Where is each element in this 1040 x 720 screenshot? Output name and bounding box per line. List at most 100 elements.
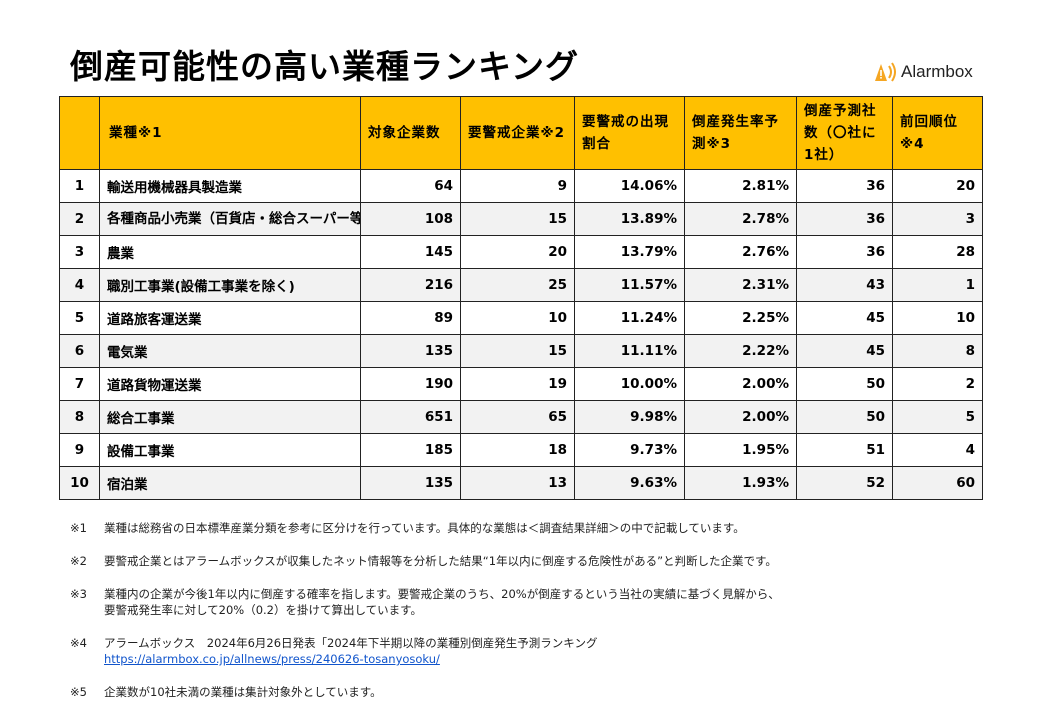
header-industry: 業種※1	[99, 96, 361, 170]
ratio-cell: 9.73%	[574, 433, 685, 467]
footnote: ※5 企業数が10社未満の業種は集計対象外としています。	[70, 684, 1000, 700]
watch-cell: 18	[460, 433, 575, 467]
industry-cell: 輸送用機械器具製造業	[99, 169, 361, 203]
footnote: ※1 業種は総務省の日本標準産業分類を参考に区分けを行っています。具体的な業態は＜…	[70, 520, 1000, 536]
watch-cell: 9	[460, 169, 575, 203]
one-in-cell: 45	[796, 301, 893, 335]
industry-cell: 道路貨物運送業	[99, 367, 361, 401]
alarmbox-logo-icon	[875, 62, 896, 82]
one-in-cell: 45	[796, 334, 893, 368]
companies-cell: 145	[360, 235, 461, 269]
rate-cell: 2.81%	[684, 169, 797, 203]
ratio-cell: 13.79%	[574, 235, 685, 269]
rate-cell: 2.25%	[684, 301, 797, 335]
header-row: 業種※1 対象企業数 要警戒企業※2 要警戒の出現割合 倒産発生率予測※3 倒産…	[59, 96, 983, 170]
one-in-cell: 36	[796, 235, 893, 269]
footnote-text: 業種内の企業が今後1年以内に倒産する確率を指します。要警戒企業のうち、20%が倒…	[104, 587, 780, 601]
rank-cell: 10	[59, 466, 100, 500]
ratio-cell: 11.11%	[574, 334, 685, 368]
rank-cell: 3	[59, 235, 100, 269]
header-watch-companies: 要警戒企業※2	[460, 96, 575, 170]
companies-cell: 108	[360, 202, 461, 236]
footnote-mark: ※3	[70, 587, 87, 601]
table-row: 10 宿泊業 135 13 9.63% 1.93% 52 60	[59, 466, 983, 500]
ratio-cell: 11.24%	[574, 301, 685, 335]
rate-cell: 2.78%	[684, 202, 797, 236]
prev-rank-cell: 20	[892, 169, 983, 203]
industry-cell: 設備工事業	[99, 433, 361, 467]
watch-cell: 25	[460, 268, 575, 302]
footnote-mark: ※1	[70, 521, 87, 535]
footnote-text: 業種は総務省の日本標準産業分類を参考に区分けを行っています。具体的な業態は＜調査…	[104, 521, 745, 535]
table-row: 8 総合工事業 651 65 9.98% 2.00% 50 5	[59, 400, 983, 434]
rate-cell: 2.22%	[684, 334, 797, 368]
table-row: 5 道路旅客運送業 89 10 11.24% 2.25% 45 10	[59, 301, 983, 335]
footnote-body: 要警戒企業とはアラームボックスが収集したネット情報等を分析した結果“1年以内に倒…	[104, 553, 777, 569]
footnote-mark: ※5	[70, 685, 87, 699]
industry-cell: 宿泊業	[99, 466, 361, 500]
logo-text: Alarmbox	[901, 62, 973, 81]
footnote: ※4 アラームボックス 2024年6月26日発表「2024年下半期以降の業種別倒産…	[70, 635, 1000, 667]
rate-cell: 1.95%	[684, 433, 797, 467]
rate-cell: 2.76%	[684, 235, 797, 269]
press-release-link[interactable]: https://alarmbox.co.jp/allnews/press/240…	[104, 652, 440, 666]
table-row: 9 設備工事業 185 18 9.73% 1.95% 51 4	[59, 433, 983, 467]
footnote-mark: ※2	[70, 554, 87, 568]
ratio-cell: 14.06%	[574, 169, 685, 203]
watch-cell: 10	[460, 301, 575, 335]
rate-cell: 1.93%	[684, 466, 797, 500]
ratio-cell: 13.89%	[574, 202, 685, 236]
footnote-body: 企業数が10社未満の業種は集計対象外としています。	[104, 684, 382, 700]
table-row: 4 職別工事業(設備工事業を除く) 216 25 11.57% 2.31% 43 1	[59, 268, 983, 302]
footnote-text: アラームボックス 2024年6月26日発表「2024年下半期以降の業種別倒産発生…	[104, 636, 598, 650]
prev-rank-cell: 2	[892, 367, 983, 401]
prev-rank-cell: 4	[892, 433, 983, 467]
table-row: 1 輸送用機械器具製造業 64 9 14.06% 2.81% 36 20	[59, 169, 983, 203]
table-row: 7 道路貨物運送業 190 19 10.00% 2.00% 50 2	[59, 367, 983, 401]
one-in-cell: 36	[796, 169, 893, 203]
watch-cell: 20	[460, 235, 575, 269]
rank-cell: 6	[59, 334, 100, 368]
rank-cell: 8	[59, 400, 100, 434]
rank-cell: 9	[59, 433, 100, 467]
footnote: ※2 要警戒企業とはアラームボックスが収集したネット情報等を分析した結果“1年以内…	[70, 553, 1000, 569]
prev-rank-cell: 1	[892, 268, 983, 302]
rank-cell: 1	[59, 169, 100, 203]
one-in-cell: 43	[796, 268, 893, 302]
ratio-cell: 9.98%	[574, 400, 685, 434]
header-bankruptcy-rate: 倒産発生率予測※3	[684, 96, 797, 170]
rate-cell: 2.00%	[684, 367, 797, 401]
companies-cell: 135	[360, 466, 461, 500]
footnotes: ※1 業種は総務省の日本標準産業分類を参考に区分けを行っています。具体的な業態は＜…	[70, 520, 1000, 717]
ranking-table: 業種※1 対象企業数 要警戒企業※2 要警戒の出現割合 倒産発生率予測※3 倒産…	[59, 96, 983, 500]
one-in-cell: 50	[796, 367, 893, 401]
industry-cell: 職別工事業(設備工事業を除く)	[99, 268, 361, 302]
companies-cell: 185	[360, 433, 461, 467]
footnote-body: 業種は総務省の日本標準産業分類を参考に区分けを行っています。具体的な業態は＜調査…	[104, 520, 745, 536]
prev-rank-cell: 5	[892, 400, 983, 434]
ratio-cell: 11.57%	[574, 268, 685, 302]
companies-cell: 190	[360, 367, 461, 401]
companies-cell: 64	[360, 169, 461, 203]
companies-cell: 651	[360, 400, 461, 434]
industry-cell: 農業	[99, 235, 361, 269]
header-companies: 対象企業数	[360, 96, 461, 170]
footnote-body: 業種内の企業が今後1年以内に倒産する確率を指します。要警戒企業のうち、20%が倒…	[104, 586, 780, 618]
one-in-cell: 50	[796, 400, 893, 434]
page-title: 倒産可能性の高い業種ランキング	[70, 47, 580, 86]
companies-cell: 135	[360, 334, 461, 368]
industry-cell: 電気業	[99, 334, 361, 368]
rate-cell: 2.31%	[684, 268, 797, 302]
prev-rank-cell: 28	[892, 235, 983, 269]
rank-cell: 2	[59, 202, 100, 236]
industry-cell: 各種商品小売業（百貨店・総合スーパー等）	[99, 202, 361, 236]
footnote-text: 要警戒発生率に対して20%（0.2）を掛けて算出しています。	[104, 603, 423, 617]
watch-cell: 15	[460, 202, 575, 236]
footnote-text: 企業数が10社未満の業種は集計対象外としています。	[104, 685, 382, 699]
one-in-cell: 52	[796, 466, 893, 500]
prev-rank-cell: 3	[892, 202, 983, 236]
footnote-body: アラームボックス 2024年6月26日発表「2024年下半期以降の業種別倒産発生…	[104, 635, 597, 667]
table-row: 3 農業 145 20 13.79% 2.76% 36 28	[59, 235, 983, 269]
alarmbox-logo: Alarmbox	[872, 60, 973, 84]
rate-cell: 2.00%	[684, 400, 797, 434]
